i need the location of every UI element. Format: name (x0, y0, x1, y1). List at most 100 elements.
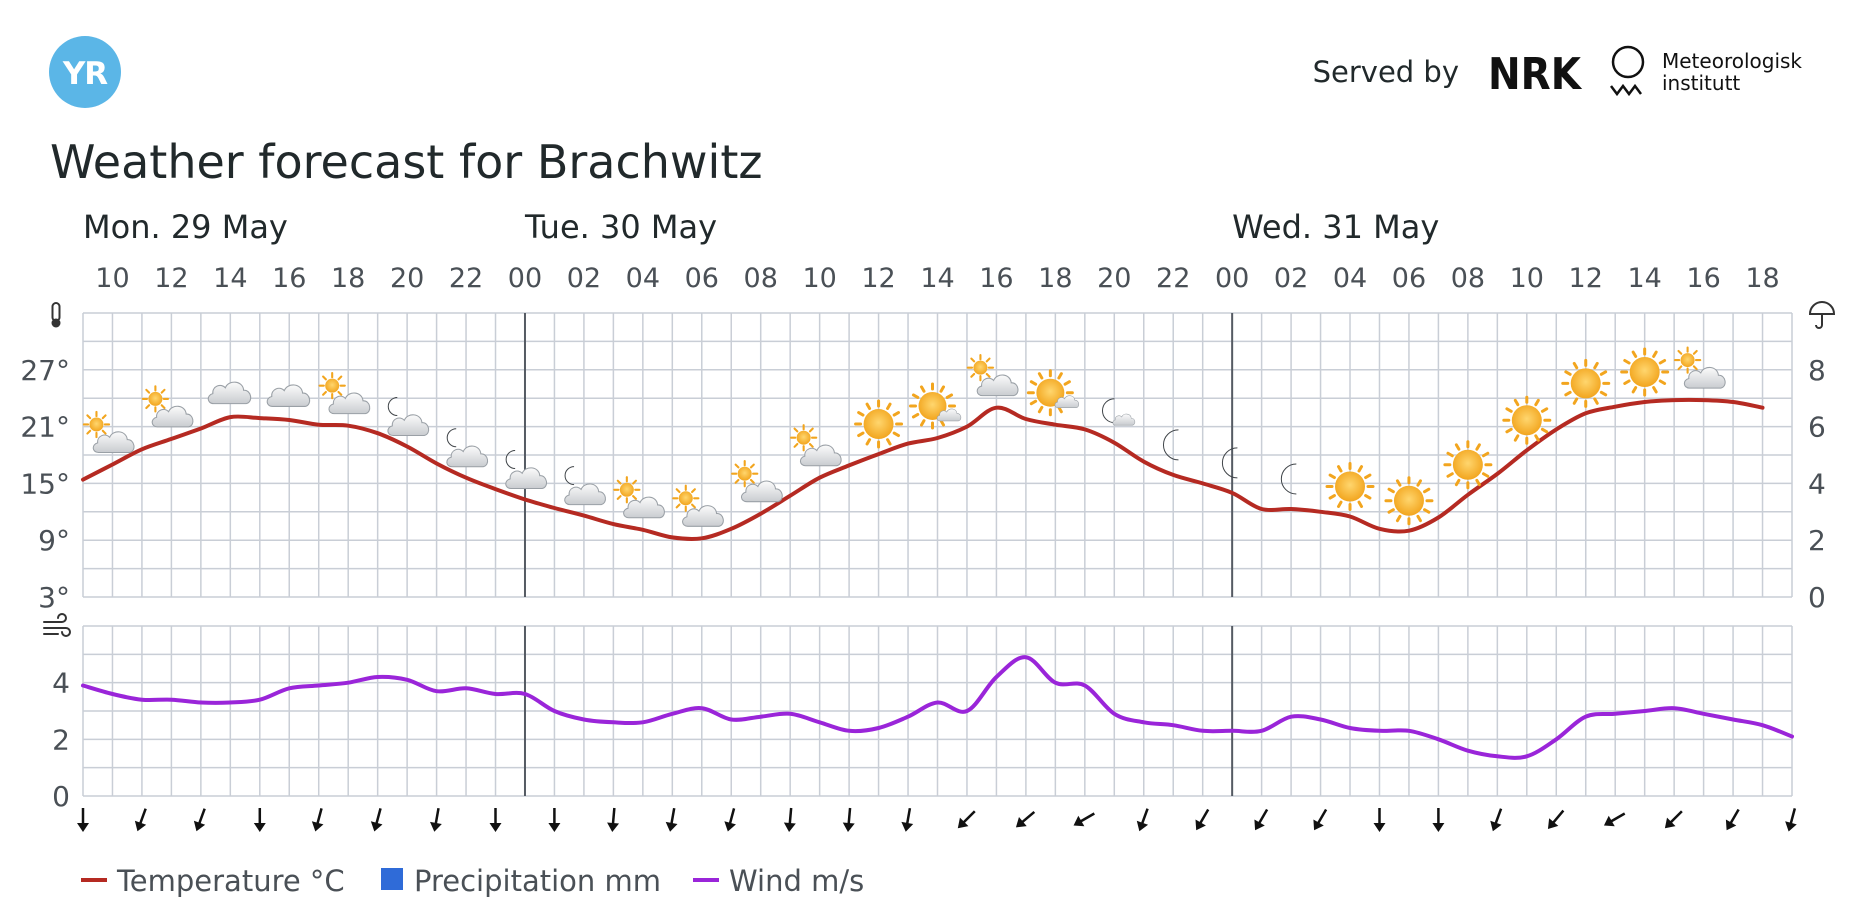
cloud-shape (682, 505, 724, 527)
wind-direction-arrow-icon (253, 808, 266, 832)
wind-lines (43, 613, 71, 637)
sun-disc (1629, 356, 1660, 387)
hour-tick-label: 18 (1038, 263, 1072, 294)
wind-icon (43, 613, 71, 637)
thermometer-icon (51, 302, 61, 328)
cloud-shape (92, 431, 135, 453)
wind-arrow-head (842, 822, 855, 832)
hour-tick-label: 04 (626, 263, 660, 294)
small-sun (672, 484, 700, 512)
hour-tick-label: 06 (685, 263, 719, 294)
met-logo-line2: institutt (1662, 71, 1740, 95)
hour-tick-label: 04 (1333, 263, 1367, 294)
cloud-shape (151, 405, 194, 428)
wind-direction-arrow-icon (311, 808, 324, 832)
sun-ray (1364, 494, 1372, 500)
clear-sky-day-icon (1620, 347, 1670, 397)
temperature-tick-label: 15° (20, 467, 70, 500)
wind-arrow-head (429, 821, 442, 832)
sun-ray (1328, 494, 1336, 500)
wind-arrow-head (1785, 821, 1797, 832)
wind-arrow-head (607, 822, 620, 832)
hour-tick-label: 16 (272, 263, 306, 294)
partly-cloudy-day-icon (82, 410, 135, 453)
sun-ray (1599, 390, 1608, 397)
wind-tick-label: 0 (52, 780, 70, 813)
wind-arrow-head (957, 817, 969, 829)
sun-ray (1057, 405, 1063, 414)
cloud-shape (623, 496, 665, 519)
sun-ray (1029, 399, 1038, 406)
sun-rays (1325, 462, 1375, 512)
wind-tick-label: 4 (52, 667, 70, 700)
sun-rays (1384, 476, 1434, 526)
sun-ray (1337, 500, 1343, 508)
sun-ray (1364, 473, 1372, 480)
hour-tick-label: 22 (1156, 263, 1190, 294)
wind-arrow-head (1015, 816, 1027, 828)
sun-ray (865, 402, 872, 410)
sun-ray (886, 402, 892, 410)
wind-direction-arrow-icon (783, 807, 796, 832)
sun-ray (1564, 370, 1572, 376)
legend-item: Wind m/s (693, 864, 864, 898)
sun-ray (857, 411, 865, 417)
sun-ray (911, 393, 920, 399)
hour-tick-label: 12 (154, 263, 188, 294)
sun-ray (945, 393, 954, 399)
wind-direction-arrow-icon (1664, 810, 1683, 829)
sun-ray (911, 412, 920, 419)
wind-direction-arrow-icon (370, 808, 383, 832)
wind-direction-arrow-icon (429, 807, 442, 832)
sun-ray (1037, 405, 1044, 414)
wind-arrow-head (134, 820, 147, 832)
sun-rays (854, 399, 904, 449)
sun-ray (1446, 451, 1454, 458)
clear-sky-night-icon (1221, 447, 1238, 479)
small-sun (613, 476, 641, 504)
wind-direction-arrow-icon (193, 808, 206, 832)
wind-direction-arrow-icon (548, 808, 561, 832)
sun-ray (1416, 514, 1422, 523)
hour-tick-label: 14 (1627, 263, 1661, 294)
temperature-tick-label: 27° (20, 354, 70, 387)
hour-tick-label: 18 (1745, 263, 1779, 294)
wind-direction-arrow-icon (1547, 809, 1565, 829)
sun-ray (1593, 397, 1599, 405)
wind-arrow-head (1073, 815, 1085, 827)
wind-direction-arrow-icon (1136, 808, 1149, 832)
sun-ray (1395, 514, 1402, 523)
moon-shape (446, 428, 457, 448)
fair-night-icon (1101, 398, 1136, 426)
wind-direction-arrow-icon (1432, 808, 1445, 832)
wind-arrow-head (1603, 815, 1615, 827)
yr-logo-text: YR (62, 56, 108, 92)
precipitation-tick-label: 8 (1808, 354, 1826, 387)
sun-ray (1513, 434, 1520, 442)
wind-direction-arrow-icon (842, 807, 855, 832)
hour-tick-label: 02 (567, 263, 601, 294)
legend-label: Wind m/s (729, 864, 864, 898)
sun-ray (1446, 472, 1454, 478)
yr-logo-circle (49, 36, 121, 108)
wind-arrow-head (724, 821, 736, 832)
sun-ray (1357, 465, 1364, 473)
sun-disc (1511, 405, 1542, 436)
sun-ray (939, 385, 945, 393)
sun-ray (1037, 372, 1044, 380)
partly-cloudy-day-icon (1673, 346, 1726, 389)
hour-tick-label: 10 (802, 263, 836, 294)
sun-ray (1631, 386, 1638, 394)
wind-direction-arrow-icon (901, 807, 914, 832)
clear-sky-day-icon (1502, 395, 1552, 445)
sun-ray (1481, 451, 1490, 458)
sun-ray (1481, 472, 1490, 478)
hour-tick-label: 20 (1097, 263, 1131, 294)
sun-ray (1416, 479, 1422, 487)
wind-arrow-head (77, 823, 89, 832)
sun-disc (918, 391, 947, 420)
umbrella-icon (1808, 301, 1836, 329)
moon-shape (1280, 463, 1297, 495)
wind-direction-arrow-icon (1725, 808, 1740, 831)
